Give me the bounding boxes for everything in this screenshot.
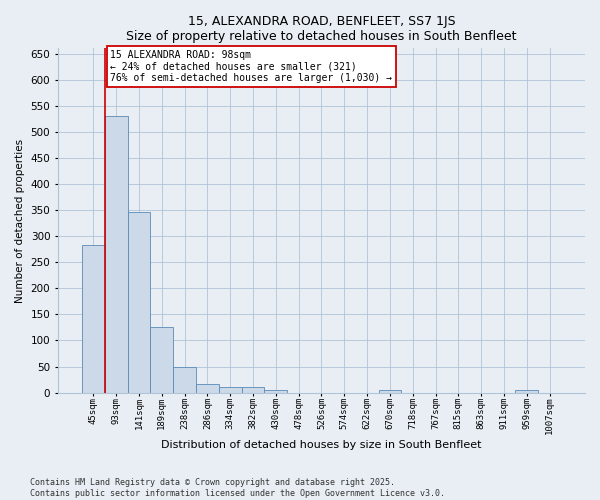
Bar bbox=[379, 390, 401, 392]
Text: 15 ALEXANDRA ROAD: 98sqm
← 24% of detached houses are smaller (321)
76% of semi-: 15 ALEXANDRA ROAD: 98sqm ← 24% of detach… bbox=[110, 50, 392, 83]
Bar bbox=[173, 366, 196, 392]
Bar bbox=[219, 388, 242, 392]
Text: Contains HM Land Registry data © Crown copyright and database right 2025.
Contai: Contains HM Land Registry data © Crown c… bbox=[30, 478, 445, 498]
Bar bbox=[515, 390, 538, 392]
Bar bbox=[105, 116, 128, 392]
Bar bbox=[82, 245, 105, 392]
Bar bbox=[196, 384, 219, 392]
Bar bbox=[128, 212, 151, 392]
Bar bbox=[151, 328, 173, 392]
Bar bbox=[265, 390, 287, 392]
Y-axis label: Number of detached properties: Number of detached properties bbox=[15, 138, 25, 302]
Bar bbox=[242, 388, 265, 392]
X-axis label: Distribution of detached houses by size in South Benfleet: Distribution of detached houses by size … bbox=[161, 440, 482, 450]
Title: 15, ALEXANDRA ROAD, BENFLEET, SS7 1JS
Size of property relative to detached hous: 15, ALEXANDRA ROAD, BENFLEET, SS7 1JS Si… bbox=[126, 15, 517, 43]
